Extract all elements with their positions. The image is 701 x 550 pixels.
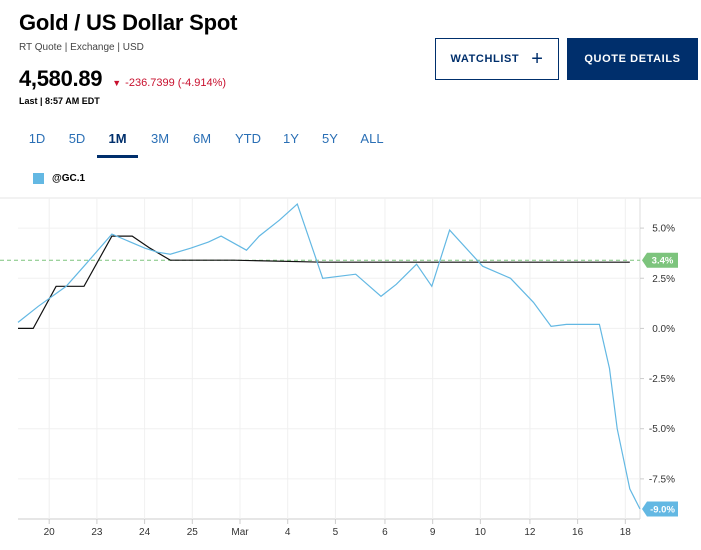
x-tick-label: 5: [333, 527, 339, 538]
x-tick-label: 9: [430, 527, 436, 538]
series-line-reference: [18, 235, 630, 329]
last-value-badge: -9.0%: [642, 501, 678, 517]
last-updated: Last | 8:57 AM EDT: [19, 96, 100, 106]
tab-all[interactable]: ALL: [360, 131, 384, 146]
down-triangle-icon: ▼: [112, 78, 122, 88]
price-row: 4,580.89 ▼ -236.7399 (-4.914%): [19, 66, 226, 92]
y-tick-label: 0.0%: [652, 324, 675, 335]
tab-1y[interactable]: 1Y: [283, 131, 299, 146]
quote-details-button[interactable]: QUOTE DETAILS: [567, 38, 698, 80]
chart-series: [0, 202, 641, 510]
x-tick-label: 24: [139, 527, 151, 538]
reference-badge-text: 3.4%: [652, 256, 674, 267]
x-tick-label: 10: [475, 527, 487, 538]
price-change: ▼ -236.7399 (-4.914%): [112, 77, 226, 89]
tab-ytd[interactable]: YTD: [235, 131, 261, 146]
x-tick-label: 4: [285, 527, 291, 538]
y-tick-label: -5.0%: [649, 424, 675, 435]
price-chart[interactable]: 20 23 24 25 Mar 4 5 6 9 10 12 16 18 5.0% 2.5% 0.0% -2.5%…: [0, 195, 701, 550]
quote-meta: RT Quote | Exchange | USD: [19, 42, 144, 53]
chart-axis-labels: 20 23 24 25 Mar 4 5 6 9 10 12 16 18 5.0% 2.5% 0.0% -2.5%…: [44, 224, 675, 538]
legend-swatch: [33, 173, 44, 184]
reference-badge: 3.4%: [642, 252, 678, 268]
y-tick-label: -2.5%: [649, 374, 675, 385]
tab-1d[interactable]: 1D: [28, 131, 46, 146]
price-change-value: -236.7399 (-4.914%): [125, 77, 227, 89]
last-price: 4,580.89: [19, 66, 103, 91]
plus-icon: +: [531, 48, 544, 70]
page-title: Gold / US Dollar Spot: [19, 10, 238, 35]
x-tick-label: 18: [620, 527, 632, 538]
x-tick-label: 20: [44, 527, 56, 538]
x-tick-label: 12: [524, 527, 536, 538]
watchlist-button[interactable]: WATCHLIST +: [435, 38, 559, 80]
tab-5y[interactable]: 5Y: [322, 131, 338, 146]
series-line-gc1: [17, 202, 641, 510]
time-range-tabs: 1D 5D 1M 3M 6M YTD 1Y 5Y ALL: [0, 128, 701, 158]
watchlist-button-label: WATCHLIST: [450, 53, 520, 65]
tab-5d[interactable]: 5D: [68, 131, 86, 146]
tab-3m[interactable]: 3M: [150, 131, 170, 146]
x-tick-label: 23: [91, 527, 103, 538]
x-tick-label: 6: [382, 527, 388, 538]
y-tick-label: 2.5%: [652, 274, 675, 285]
tab-1m[interactable]: 1M: [97, 128, 138, 158]
y-tick-label: -7.5%: [649, 474, 675, 485]
tab-6m[interactable]: 6M: [192, 131, 212, 146]
legend-label: @GC.1: [52, 173, 86, 184]
last-value-badge-shape: [642, 501, 678, 517]
last-value-badge-text: -9.0%: [650, 504, 675, 515]
x-tick-label: 25: [187, 527, 199, 538]
chart-badges: 3.4% -9.0%: [642, 252, 678, 517]
chart-grid: [0, 197, 701, 524]
x-tick-label: Mar: [231, 527, 249, 538]
chart-legend: @GC.1: [33, 173, 85, 184]
y-tick-label: 5.0%: [652, 224, 675, 235]
quote-details-button-label: QUOTE DETAILS: [584, 53, 681, 65]
x-tick-label: 16: [572, 527, 584, 538]
reference-badge-shape: [642, 252, 678, 268]
